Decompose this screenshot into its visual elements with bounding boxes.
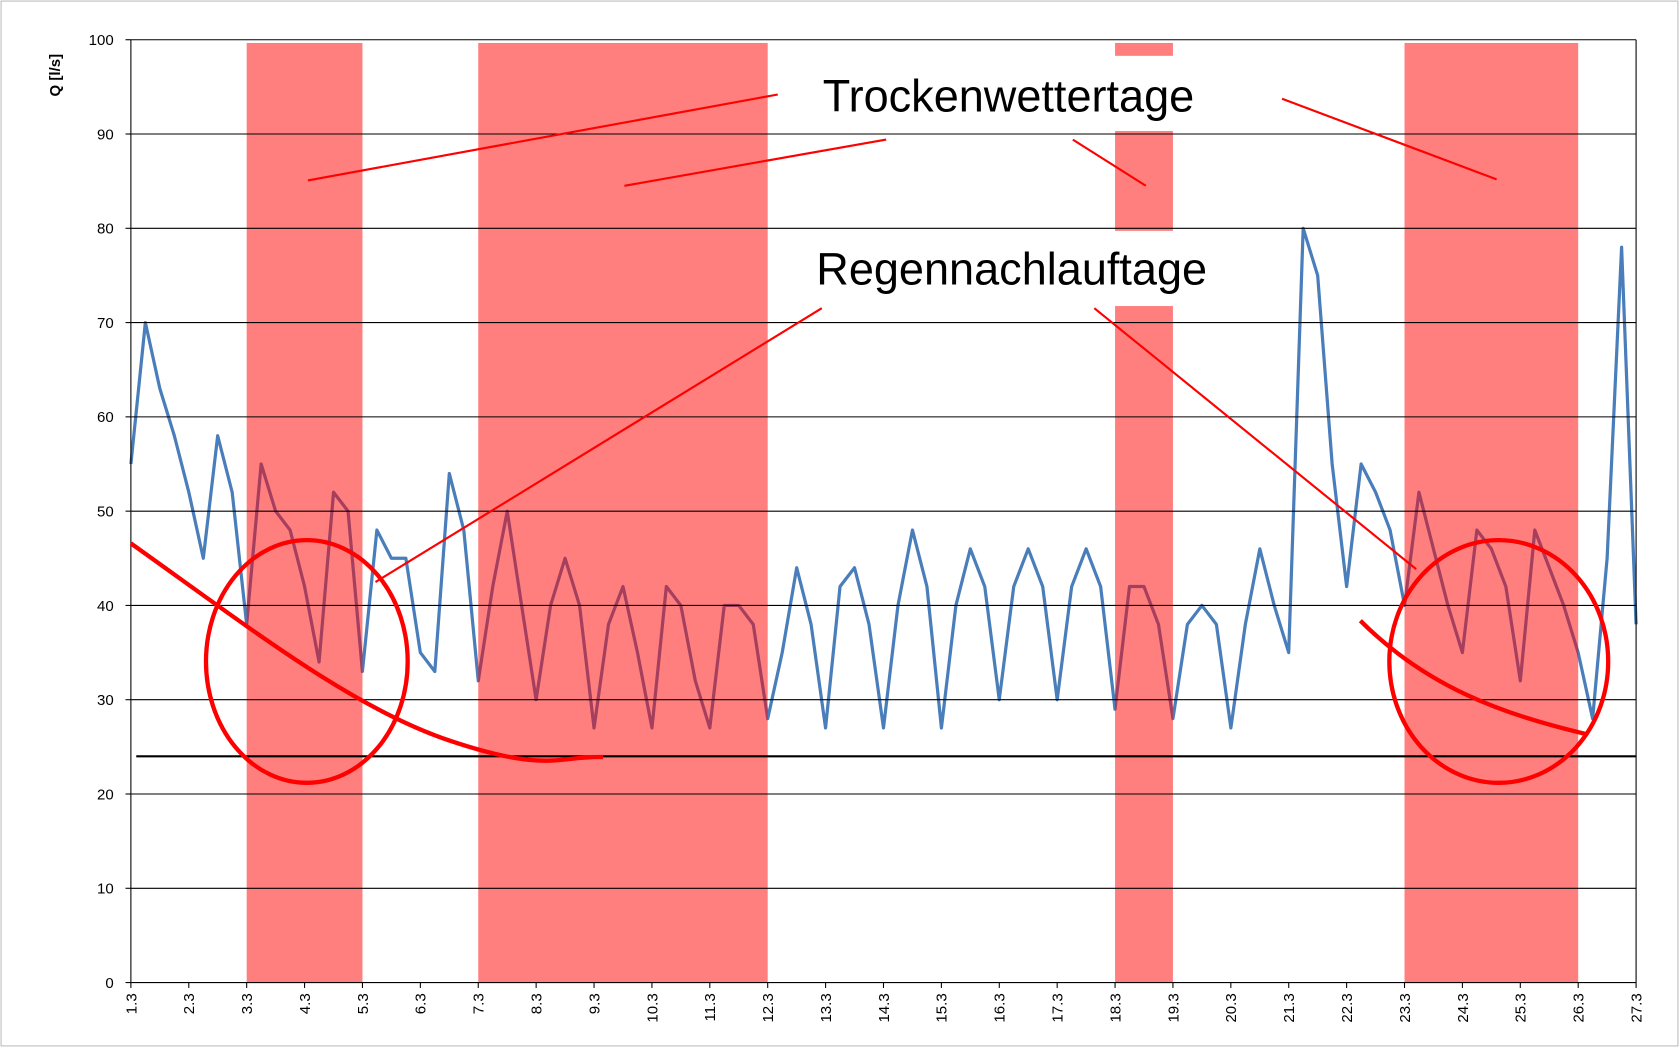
x-tick-label: 10.3 [644,993,661,1022]
x-tick-label: 11.3 [702,993,719,1021]
annotation-pointer [624,138,887,187]
recession-curve [129,541,603,763]
annotation-circle [203,537,410,785]
annotation: Regennachlauftage [816,244,1207,295]
x-tick-label: 8.3 [529,993,546,1014]
annotation-pointer [1093,307,1417,570]
x-tick-label: 13.3 [818,993,835,1022]
x-tick-label: 20.3 [1223,993,1240,1022]
x-tick-label: 3.3 [239,993,256,1014]
x-tick-label: 19.3 [1165,993,1182,1022]
x-tick-label: 15.3 [934,993,951,1022]
x-tick-label: 2.3 [181,993,198,1014]
x-tick-label: 18.3 [1107,993,1124,1022]
x-tick-label: 12.3 [760,993,777,1022]
grid-layer: 0 10 20 30 40 50 60 70 80 90 100 1.3 2.3 3.3 4.3 5.3 6.3… [89,32,1646,1022]
annotation-layer [129,93,1611,785]
y-tick-label: 50 [97,504,114,521]
annotation-pointer [374,307,823,583]
annotation-circle [1387,537,1611,785]
y-tick-label: 70 [97,315,114,332]
annotation: Trockenwettertage [823,71,1194,122]
y-tick-label: 30 [97,692,114,709]
x-tick-label: 23.3 [1397,993,1414,1022]
y-tick-label: 40 [97,598,114,615]
band-layer [246,42,1579,983]
annotation-pointer [1281,97,1497,181]
band [478,42,768,983]
x-tick-label: 24.3 [1455,993,1472,1022]
x-tick-label: 17.3 [1050,993,1067,1022]
x-tick-label: 7.3 [471,993,488,1014]
x-tick-label: 1.3 [123,993,140,1014]
y-tick-label: 100 [89,32,114,49]
x-tick-label: 16.3 [992,993,1009,1022]
x-tick-label: 21.3 [1281,993,1298,1022]
band [1404,42,1579,983]
x-tick-label: 5.3 [355,993,372,1014]
x-tick-label: 25.3 [1513,993,1530,1022]
x-tick-label: 4.3 [297,993,314,1014]
y-axis-label: Q [l/s] [47,54,64,97]
data-line [129,226,1638,730]
y-tick-label: 80 [97,221,114,238]
series-layer [129,226,1638,730]
y-tick-label: 90 [97,126,114,143]
recession-curve [1358,619,1589,737]
x-tick-label: 27.3 [1628,993,1645,1022]
x-tick-label: 22.3 [1339,993,1356,1022]
label-backdrop [774,55,1256,132]
x-tick-label: 26.3 [1571,993,1588,1022]
y-tick-label: 20 [97,786,114,803]
y-tick-label: 60 [97,409,114,426]
y-tick-label: 0 [105,975,113,992]
annotation-pointer [1072,138,1147,187]
x-tick-label: 6.3 [413,993,430,1014]
label-backdrop [774,230,1256,307]
annotation-pointer [307,93,779,182]
band [246,42,363,983]
x-tick-label: 9.3 [586,993,603,1014]
x-tick-label: 14.3 [876,993,893,1022]
band [1115,42,1173,983]
y-tick-label: 10 [97,881,114,898]
